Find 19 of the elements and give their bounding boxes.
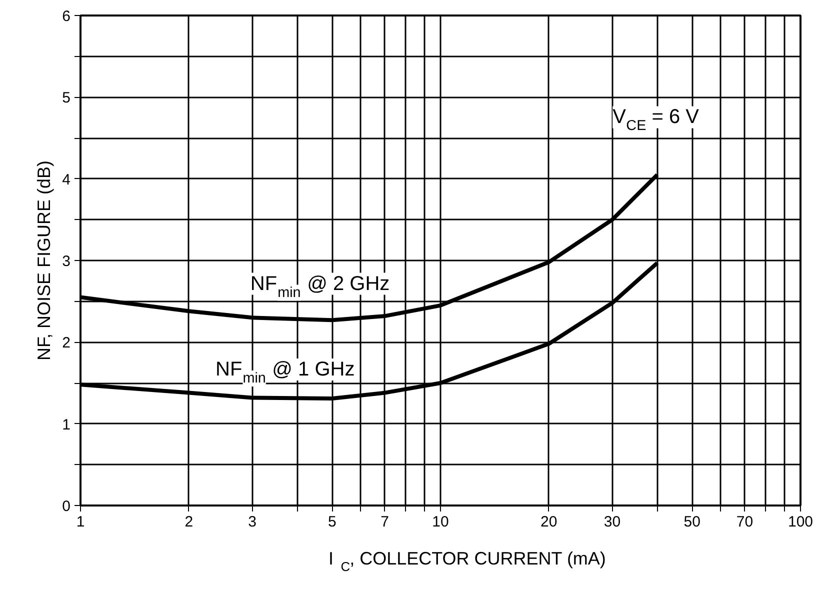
y-tick-label: 6 (62, 8, 70, 25)
x-tick-label: 2 (184, 514, 194, 530)
x-tick-label: 100 (788, 514, 814, 530)
y-axis-title: NF, NOISE FIGURE (dB) (34, 160, 54, 361)
x-tick-label: 10 (432, 514, 449, 530)
y-tick-label: 1 (62, 416, 70, 434)
y-tick-label: 3 (62, 253, 70, 270)
x-tick-label: 3 (248, 514, 256, 530)
x-tick-label: 7 (380, 514, 389, 530)
y-tick-label: 2 (62, 334, 70, 352)
x-tick-label: 30 (604, 514, 621, 530)
y-tick-label: 5 (62, 90, 70, 107)
y-tick-label: 4 (62, 171, 70, 188)
x-tick-label: 5 (328, 514, 336, 530)
x-tick-label: 20 (540, 514, 558, 530)
x-tick-label: 1 (76, 514, 85, 530)
x-tick-label: 50 (684, 514, 700, 530)
x-tick-label: 70 (736, 514, 754, 530)
y-tick-label: 0 (62, 498, 70, 515)
